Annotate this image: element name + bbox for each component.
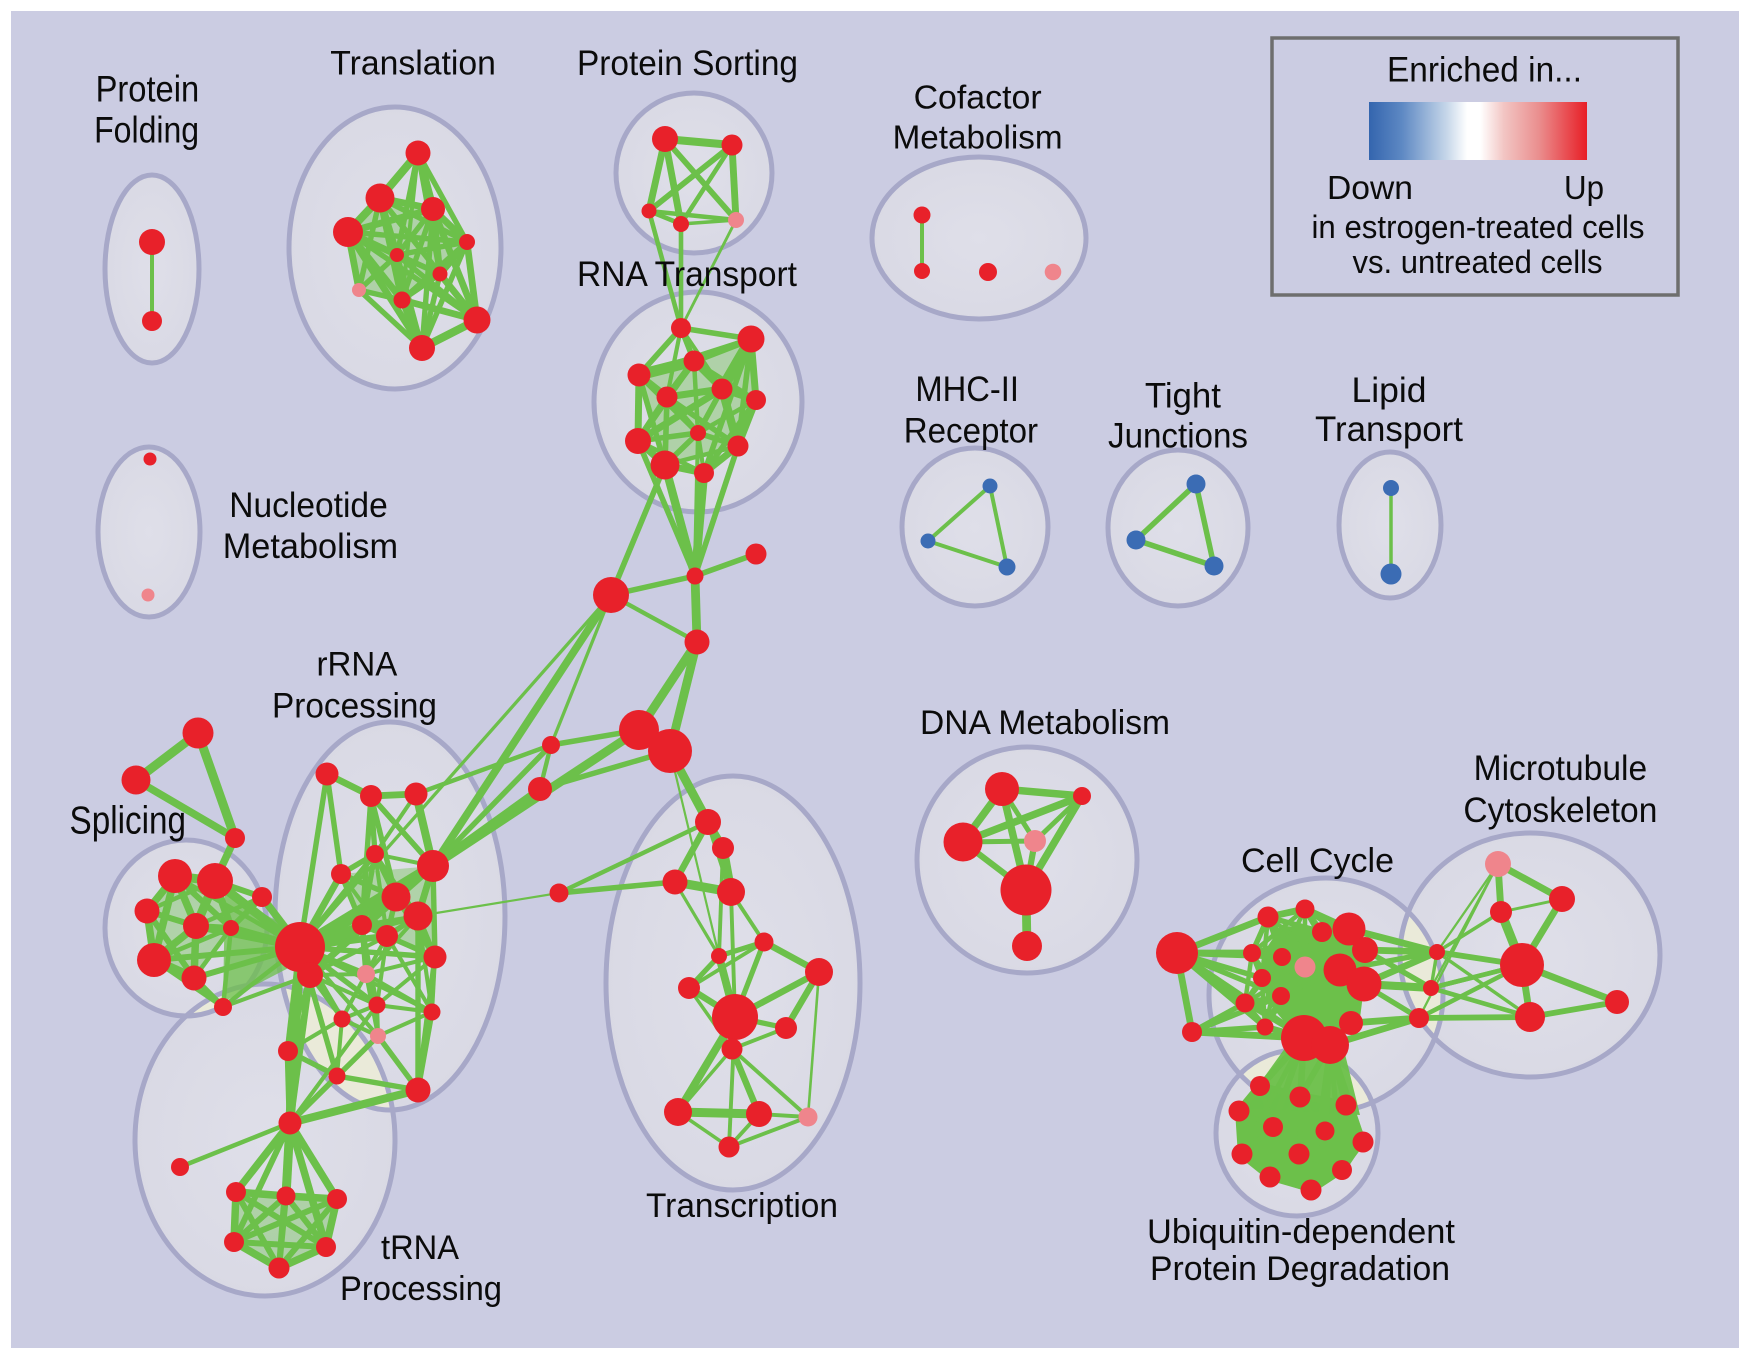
svg-text:Protein Degradation: Protein Degradation xyxy=(1150,1250,1450,1288)
svg-text:Cell Cycle: Cell Cycle xyxy=(1241,842,1394,880)
svg-text:Splicing: Splicing xyxy=(70,800,187,843)
svg-text:Processing: Processing xyxy=(340,1270,502,1308)
svg-text:Transport: Transport xyxy=(1315,410,1463,449)
svg-text:Receptor: Receptor xyxy=(904,412,1039,451)
svg-text:Nucleotide: Nucleotide xyxy=(229,486,388,525)
svg-text:Folding: Folding xyxy=(94,109,199,150)
svg-text:DNA Metabolism: DNA Metabolism xyxy=(920,704,1170,742)
svg-text:Protein: Protein xyxy=(96,69,200,110)
svg-text:Enriched in...: Enriched in... xyxy=(1387,50,1582,90)
svg-text:Tight: Tight xyxy=(1145,377,1221,416)
svg-text:Cytoskeleton: Cytoskeleton xyxy=(1463,790,1657,830)
svg-text:tRNA: tRNA xyxy=(381,1229,459,1267)
svg-text:RNA Transport: RNA Transport xyxy=(577,255,797,294)
svg-text:Metabolism: Metabolism xyxy=(223,527,398,566)
svg-text:Translation: Translation xyxy=(330,45,496,83)
svg-text:Processing: Processing xyxy=(272,686,437,726)
svg-text:Transcription: Transcription xyxy=(646,1187,838,1225)
svg-text:Cofactor: Cofactor xyxy=(914,79,1042,116)
svg-text:Protein Sorting: Protein Sorting xyxy=(577,44,798,83)
svg-text:Down: Down xyxy=(1327,170,1413,207)
svg-text:Up: Up xyxy=(1564,170,1604,207)
svg-text:in estrogen-treated cells: in estrogen-treated cells xyxy=(1312,209,1645,245)
svg-text:Junctions: Junctions xyxy=(1108,417,1248,456)
svg-text:Ubiquitin-dependent: Ubiquitin-dependent xyxy=(1147,1213,1456,1251)
svg-text:vs. untreated cells: vs. untreated cells xyxy=(1353,244,1603,280)
svg-text:Metabolism: Metabolism xyxy=(893,118,1063,155)
svg-text:Microtubule: Microtubule xyxy=(1474,748,1648,788)
svg-text:MHC-II: MHC-II xyxy=(915,370,1019,409)
svg-text:Lipid: Lipid xyxy=(1352,371,1427,410)
svg-text:rRNA: rRNA xyxy=(317,646,398,684)
